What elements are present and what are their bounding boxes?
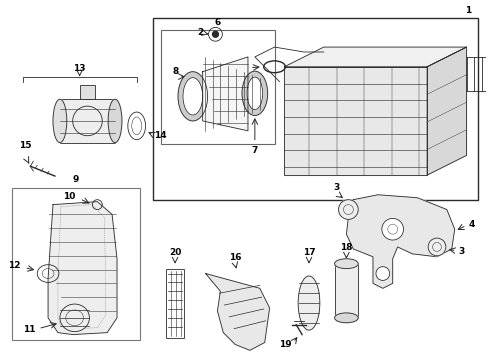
Text: 5: 5 bbox=[241, 64, 247, 73]
Text: 18: 18 bbox=[340, 243, 353, 252]
Polygon shape bbox=[427, 47, 466, 175]
Bar bbox=[60, 99, 115, 143]
Ellipse shape bbox=[60, 304, 90, 332]
Text: 13: 13 bbox=[74, 64, 86, 73]
Text: 2: 2 bbox=[197, 28, 204, 37]
Text: 20: 20 bbox=[169, 248, 181, 257]
Text: 7: 7 bbox=[252, 145, 258, 154]
Ellipse shape bbox=[242, 71, 268, 116]
Polygon shape bbox=[284, 67, 427, 175]
Ellipse shape bbox=[247, 77, 263, 109]
Text: 1: 1 bbox=[466, 6, 471, 15]
Ellipse shape bbox=[339, 200, 358, 219]
Text: 6: 6 bbox=[214, 18, 220, 27]
Text: 3: 3 bbox=[459, 247, 465, 256]
Bar bbox=[153, 18, 478, 200]
Ellipse shape bbox=[376, 267, 390, 280]
Text: 12: 12 bbox=[8, 261, 21, 270]
Text: 15: 15 bbox=[19, 141, 32, 150]
Ellipse shape bbox=[183, 78, 203, 115]
Ellipse shape bbox=[428, 238, 446, 256]
Text: 14: 14 bbox=[154, 131, 167, 140]
Ellipse shape bbox=[53, 99, 67, 143]
Ellipse shape bbox=[335, 313, 358, 323]
Text: 17: 17 bbox=[303, 248, 315, 257]
Circle shape bbox=[213, 31, 219, 37]
Bar bbox=[161, 30, 274, 144]
Polygon shape bbox=[203, 57, 248, 131]
Text: 19: 19 bbox=[279, 340, 291, 349]
Text: 3: 3 bbox=[333, 183, 340, 192]
Bar bbox=[335, 264, 358, 318]
Polygon shape bbox=[206, 274, 270, 350]
Text: 8: 8 bbox=[173, 67, 179, 76]
Bar bbox=[79, 85, 96, 99]
Text: 4: 4 bbox=[468, 220, 475, 229]
Polygon shape bbox=[284, 47, 466, 67]
Ellipse shape bbox=[108, 99, 122, 143]
Ellipse shape bbox=[178, 72, 208, 121]
Polygon shape bbox=[346, 195, 455, 288]
Bar bbox=[166, 269, 184, 338]
Text: 11: 11 bbox=[23, 325, 35, 334]
Polygon shape bbox=[48, 202, 117, 334]
Text: 16: 16 bbox=[229, 253, 242, 262]
Ellipse shape bbox=[382, 219, 404, 240]
Ellipse shape bbox=[298, 276, 320, 330]
Text: 9: 9 bbox=[73, 175, 79, 184]
Bar bbox=[12, 188, 140, 341]
Ellipse shape bbox=[335, 259, 358, 269]
Text: 10: 10 bbox=[63, 192, 75, 201]
